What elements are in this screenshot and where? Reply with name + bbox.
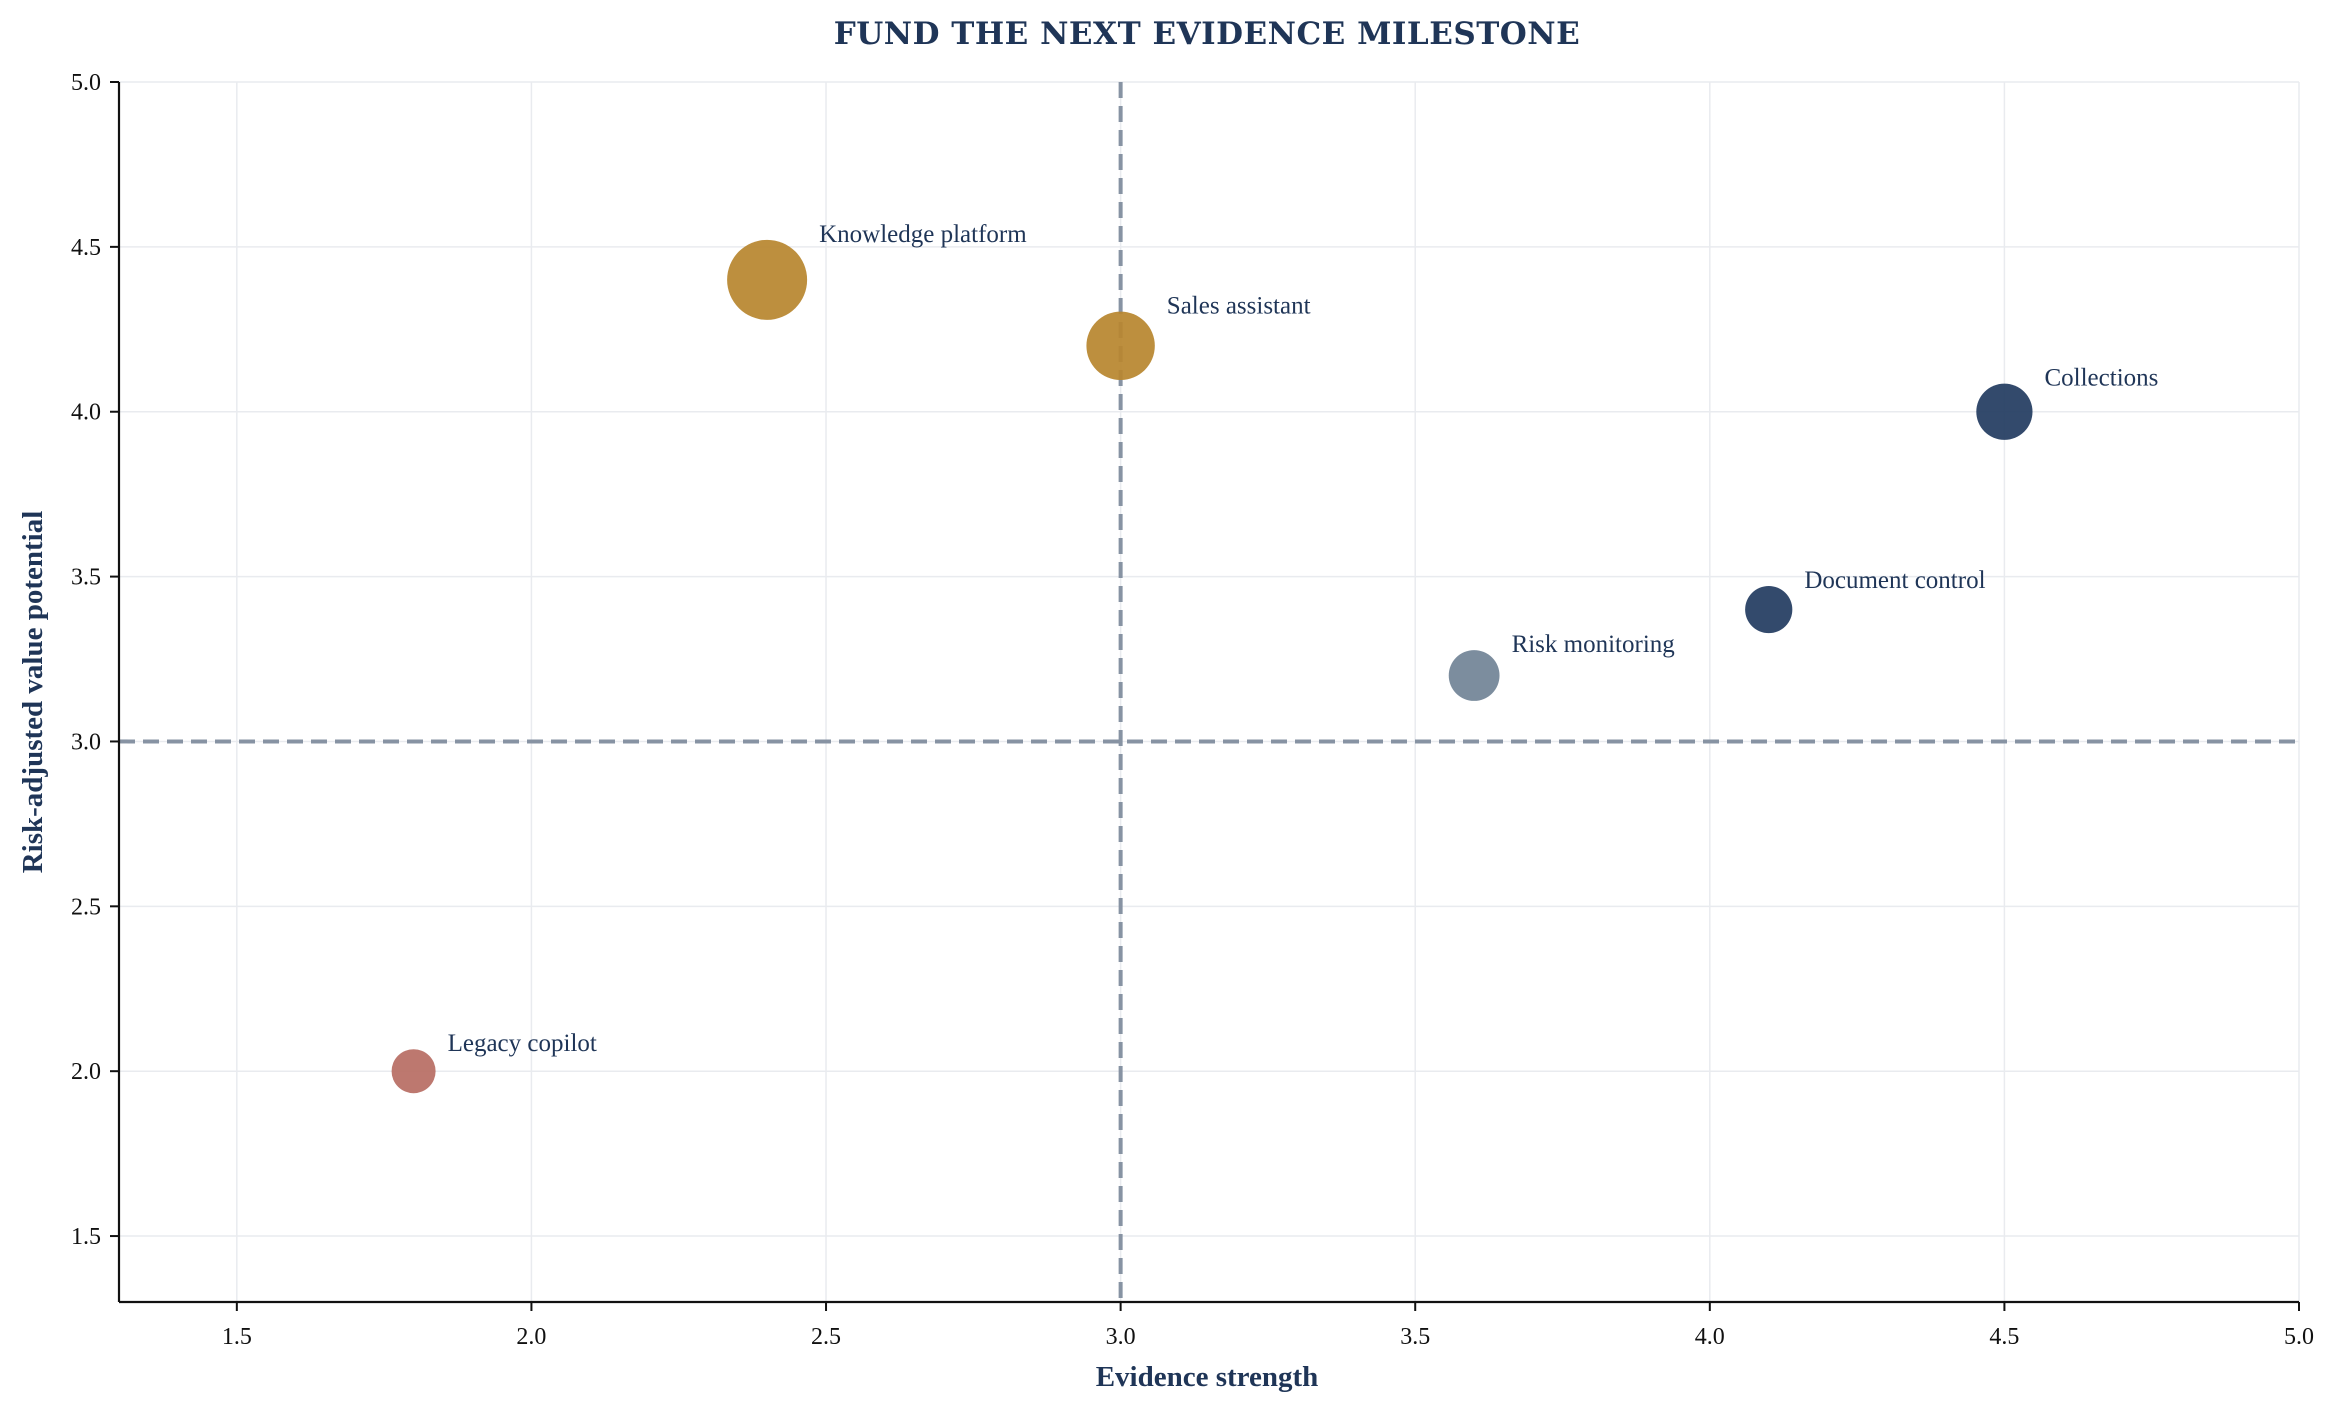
- x-tick-label: 3.0: [1106, 1324, 1136, 1350]
- x-tick-label: 4.5: [1989, 1324, 2019, 1350]
- y-tick-label: 2.0: [71, 1059, 101, 1085]
- y-tick-label: 3.5: [71, 565, 101, 591]
- x-tick-label: 1.5: [222, 1324, 252, 1350]
- data-point-label: Legacy copilot: [448, 1030, 597, 1057]
- y-tick-label: 4.5: [71, 235, 101, 261]
- data-point-label: Sales assistant: [1167, 293, 1311, 320]
- data-point-label: Knowledge platform: [819, 221, 1027, 248]
- x-tick-label: 2.0: [516, 1324, 546, 1350]
- data-point[interactable]: [727, 239, 808, 320]
- chart-title: FUND THE NEXT EVIDENCE MILESTONE: [834, 16, 1581, 52]
- x-tick-label: 5.0: [2284, 1324, 2314, 1350]
- data-point[interactable]: [1745, 585, 1793, 634]
- y-tick-label: 3.0: [71, 729, 101, 755]
- y-axis-label: Risk-adjusted value potential: [17, 511, 49, 874]
- data-point[interactable]: [1976, 383, 2033, 440]
- grid-lines: [119, 81, 2300, 1302]
- axes: 1.5 2.0 2.5 3.0 3.5 4.0 4.5 5.0 1.5 2.0 2.5 3.0 3.5 4…: [71, 70, 2314, 1350]
- y-tick-label: 2.5: [71, 894, 101, 920]
- data-point[interactable]: [1448, 650, 1500, 701]
- data-point-label: Risk monitoring: [1512, 631, 1676, 658]
- reference-lines: [119, 82, 2299, 1302]
- x-tick-label: 2.5: [811, 1324, 841, 1350]
- data-point-label: Document control: [1804, 567, 1985, 594]
- y-tick-label: 4.0: [71, 400, 101, 426]
- data-point[interactable]: [391, 1049, 436, 1094]
- data-point[interactable]: [1086, 311, 1155, 380]
- data-point-label: Collections: [2044, 365, 2158, 392]
- y-tick-label: 1.5: [71, 1224, 101, 1250]
- x-axis-label: Evidence strength: [1096, 1361, 1319, 1393]
- x-tick-label: 4.0: [1695, 1324, 1725, 1350]
- x-tick-label: 3.5: [1400, 1324, 1430, 1350]
- point-labels: Knowledge platform Sales assistant Collect…: [448, 221, 2159, 1057]
- y-tick-label: 5.0: [71, 70, 101, 96]
- data-points: [391, 239, 2033, 1094]
